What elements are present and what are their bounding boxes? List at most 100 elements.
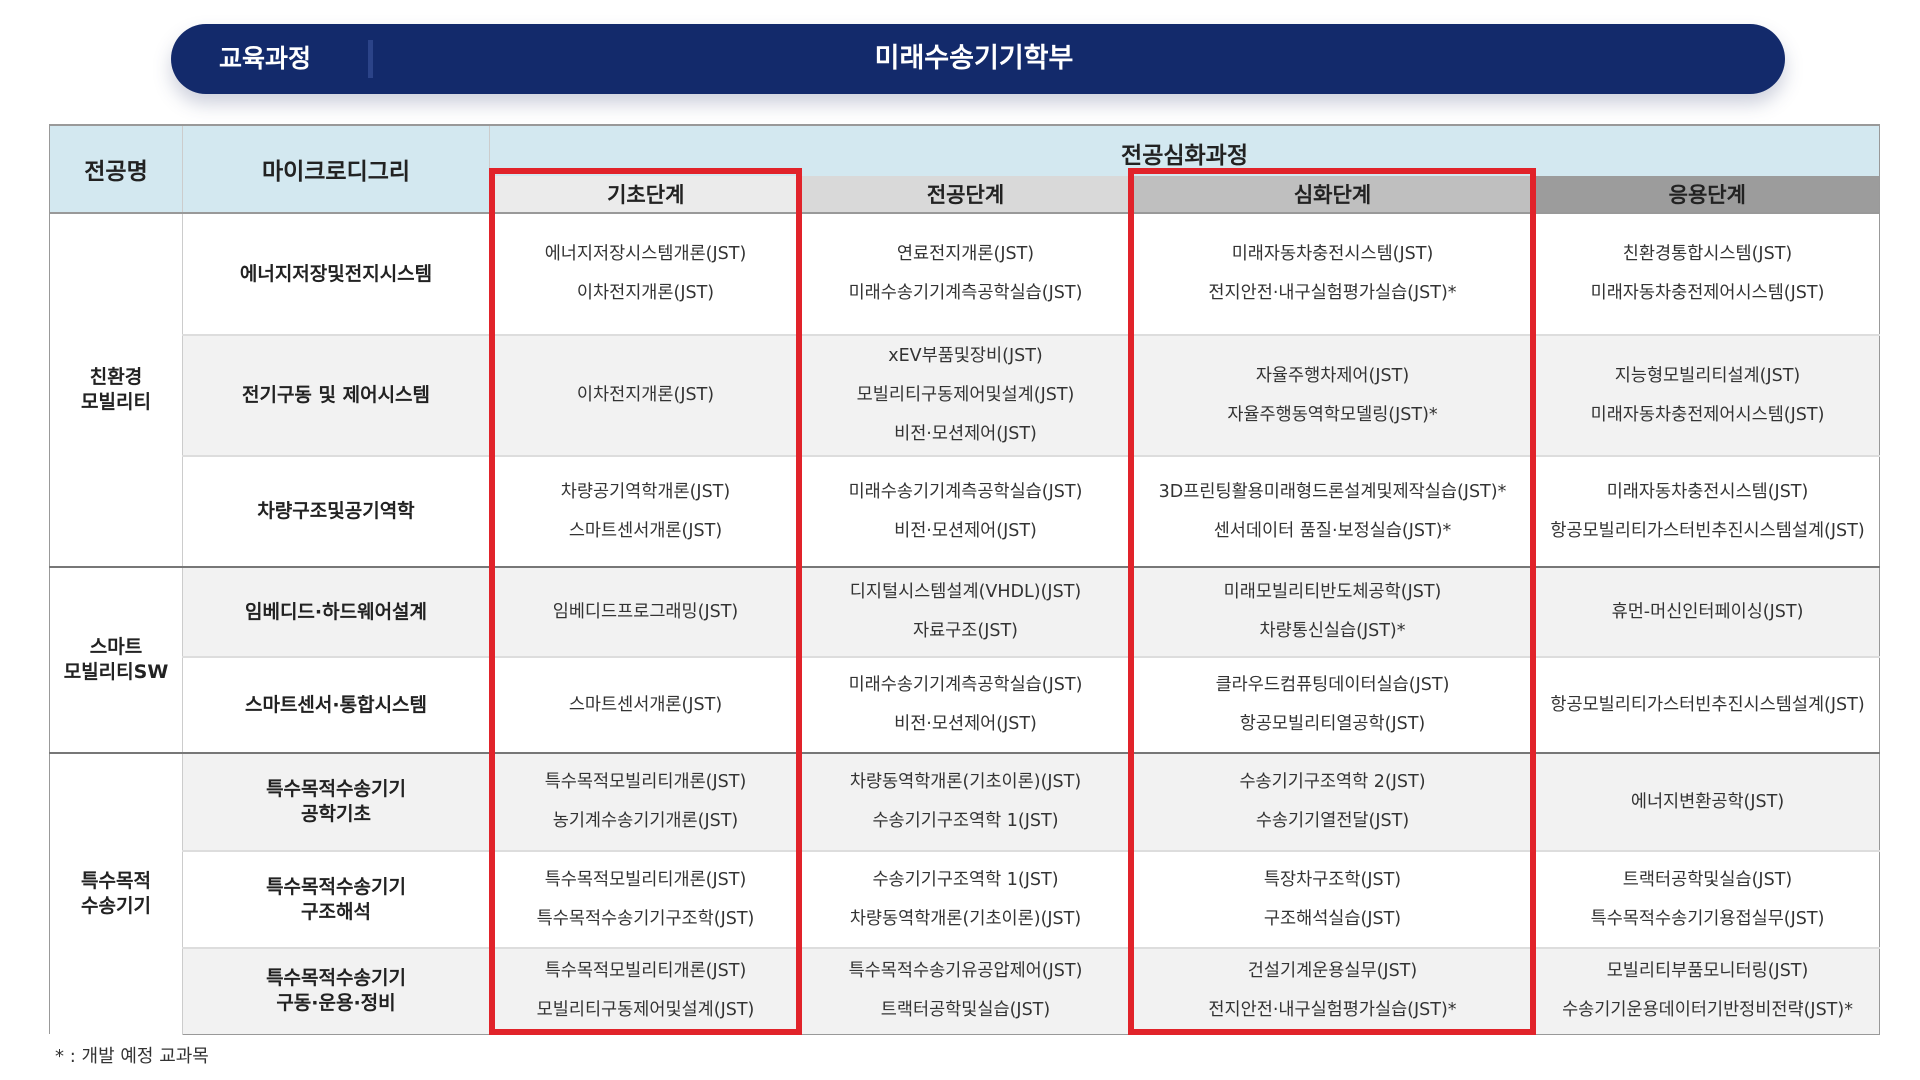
course-name: 3D프린팅활용미래형드론설계및제작실습(JST)*	[1158, 481, 1507, 502]
banner-divider	[368, 40, 373, 78]
table-row: 전기구동 및 제어시스템 이차전지개론(JST) xEV부품및장비(JST) 모빌리티…	[50, 334, 1881, 456]
course-cell: 미래수송기기계측공학실습(JST) 비전·모션제어(JST)	[801, 455, 1130, 567]
course-cell: 모빌리티부품모니터링(JST) 수송기기운용데이터기반정비전략(JST)*	[1535, 947, 1881, 1035]
course-name: 미래모빌리티반도체공학(JST)	[1223, 582, 1442, 602]
major-name-line: 특수목적	[81, 870, 151, 892]
table-row: 특수목적수송기기 구동·운용·정비 특수목적모빌리티개론(JST) 모빌리티구동제어및…	[50, 947, 1881, 1035]
course-name: 연료전지개론(JST)	[896, 244, 1035, 264]
course-name: 스마트센서개론(JST)	[568, 520, 723, 541]
course-name: 특수목적모빌리티개론(JST)	[544, 869, 747, 890]
course-name: 임베디드프로그래밍(JST)	[552, 601, 739, 622]
table-row: 차량구조및공기역학 차량공기역학개론(JST) 스마트센서개론(JST) 미래수송기기…	[50, 455, 1881, 567]
stage-major: 전공단계	[801, 176, 1130, 214]
course-name: 특수목적수송기기용접실무(JST)	[1590, 908, 1825, 929]
course-cell: 휴먼-머신인터페이싱(JST)	[1535, 566, 1881, 657]
course-name: 미래자동차충전제어시스템(JST)	[1590, 283, 1825, 303]
course-cell: 자율주행차제어(JST) 자율주행동역학모델링(JST)*	[1129, 334, 1536, 456]
course-name: 차량동역학개론(기초이론)(JST)	[849, 772, 1082, 792]
major-name-line: 모빌리티SW	[63, 661, 169, 683]
course-name: 이차전지개론(JST)	[576, 283, 715, 303]
course-name: 건설기계운용실무(JST)	[1247, 961, 1418, 982]
microdegree-line: 구동·운용·정비	[276, 992, 396, 1015]
microdegree-line: 특수목적수송기기	[266, 778, 406, 800]
course-cell: 특장차구조학(JST) 구조해석실습(JST)	[1129, 850, 1536, 948]
course-name: 특수목적모빌리티개론(JST)	[544, 772, 747, 792]
course-cell: 미래수송기기계측공학실습(JST) 비전·모션제어(JST)	[801, 656, 1130, 753]
course-name: 에너지저장시스템개론(JST)	[544, 244, 747, 264]
microdegree-line: 구조해석	[301, 900, 371, 923]
course-cell: 클라우드컴퓨팅데이터실습(JST) 항공모빌리티열공학(JST)	[1129, 656, 1536, 753]
major-name-line: 스마트	[89, 636, 143, 658]
course-name: 전지안전·내구실험평가실습(JST)*	[1208, 1000, 1457, 1021]
microdegree-line: 전기구동 및 제어시스템	[241, 384, 431, 406]
course-name: 항공모빌리티가스터빈추진시스템설계(JST)	[1550, 520, 1865, 541]
course-cell: 3D프린팅활용미래형드론설계및제작실습(JST)* 센서데이터 품질·보정실습(J…	[1129, 455, 1536, 567]
microdegree-name: 전기구동 및 제어시스템	[182, 334, 490, 456]
course-name: 수송기기구조역학 1(JST)	[872, 811, 1059, 831]
course-name: 센서데이터 품질·보정실습(JST)*	[1213, 520, 1452, 541]
course-cell: 항공모빌리티가스터빈추진시스템설계(JST)	[1535, 656, 1881, 753]
course-cell: 건설기계운용실무(JST) 전지안전·내구실험평가실습(JST)*	[1129, 947, 1536, 1035]
course-cell: 에너지변환공학(JST)	[1535, 752, 1881, 851]
course-name: 친환경통합시스템(JST)	[1622, 244, 1793, 264]
course-name: 항공모빌리티가스터빈추진시스템설계(JST)	[1550, 694, 1865, 715]
table-row: 친환경 모빌리티 에너지저장및전지시스템 에너지저장시스템개론(JST) 이차전지개론(…	[49, 212, 1881, 567]
microdegree-line: 특수목적수송기기	[266, 875, 406, 898]
course-name: 특장차구조학(JST)	[1263, 869, 1402, 890]
course-name: 모빌리티구동제어및설계(JST)	[536, 1000, 755, 1021]
course-name: 차량공기역학개론(JST)	[560, 481, 731, 502]
course-cell: 에너지저장시스템개론(JST) 이차전지개론(JST)	[489, 212, 802, 335]
course-name: xEV부품및장비(JST)	[888, 346, 1043, 366]
course-name: 구조해석실습(JST)	[1263, 908, 1402, 929]
course-cell: 지능형모빌리티설계(JST) 미래자동차충전제어시스템(JST)	[1535, 334, 1881, 456]
course-name: 차량동역학개론(기초이론)(JST)	[849, 908, 1082, 929]
course-name: 에너지변환공학(JST)	[1630, 791, 1785, 812]
course-cell: 디지털시스템설계(VHDL)(JST) 자료구조(JST)	[801, 566, 1130, 657]
major-name: 특수목적 수송기기	[49, 752, 183, 1034]
course-name: 비전·모션제어(JST)	[894, 714, 1037, 734]
course-name: 특수목적수송기기구조학(JST)	[536, 908, 755, 929]
course-name: 미래수송기기계측공학실습(JST)	[848, 481, 1083, 502]
course-name: 자율주행차제어(JST)	[1255, 365, 1410, 386]
microdegree-name: 특수목적수송기기 구동·운용·정비	[182, 947, 490, 1035]
major-name-line: 친환경	[89, 366, 143, 388]
microdegree-line: 공학기초	[301, 803, 371, 825]
course-cell: 친환경통합시스템(JST) 미래자동차충전제어시스템(JST)	[1535, 212, 1881, 335]
course-cell: 미래자동차충전시스템(JST) 항공모빌리티가스터빈추진시스템설계(JST)	[1535, 455, 1881, 567]
table-row: 스마트센서·통합시스템 스마트센서개론(JST) 미래수송기기계측공학실습(JST)…	[50, 656, 1881, 753]
course-name: 미래자동차충전시스템(JST)	[1231, 244, 1434, 264]
course-name: 지능형모빌리티설계(JST)	[1614, 365, 1801, 386]
course-name: 모빌리티구동제어및설계(JST)	[856, 385, 1075, 405]
course-cell: 수송기기구조역학 2(JST) 수송기기열전달(JST)	[1129, 752, 1536, 851]
course-name: 자료구조(JST)	[912, 621, 1018, 641]
microdegree-name: 차량구조및공기역학	[182, 455, 490, 567]
header-banner: 교육과정 미래수송기기학부	[171, 24, 1785, 94]
course-cell: 차량동역학개론(기초이론)(JST) 수송기기구조역학 1(JST)	[801, 752, 1130, 851]
header-advanced: 전공심화과정	[489, 124, 1881, 176]
microdegree-name: 에너지저장및전지시스템	[182, 212, 490, 335]
course-cell: 미래자동차충전시스템(JST) 전지안전·내구실험평가실습(JST)*	[1129, 212, 1536, 335]
course-name: 차량통신실습(JST)*	[1259, 621, 1406, 641]
course-cell: 이차전지개론(JST)	[489, 334, 802, 456]
course-cell: 스마트센서개론(JST)	[489, 656, 802, 753]
microdegree-line: 차량구조및공기역학	[257, 500, 415, 522]
course-cell: 수송기기구조역학 1(JST) 차량동역학개론(기초이론)(JST)	[801, 850, 1130, 948]
course-cell: 트랙터공학및실습(JST) 특수목적수송기기용접실무(JST)	[1535, 850, 1881, 948]
course-name: 디지털시스템설계(VHDL)(JST)	[849, 582, 1082, 602]
microdegree-line: 임베디드·하드웨어설계	[244, 600, 428, 623]
course-name: 수송기기구조역학 1(JST)	[872, 869, 1059, 890]
banner-title: 미래수송기기학부	[874, 43, 1074, 74]
header-major: 전공명	[49, 124, 183, 214]
footnote: * : 개발 예정 교과목	[55, 1046, 209, 1067]
course-name: 미래자동차충전시스템(JST)	[1606, 481, 1809, 502]
stage-advanced: 심화단계	[1129, 176, 1536, 214]
course-name: 농기계수송기기개론(JST)	[552, 811, 739, 831]
course-cell: 미래모빌리티반도체공학(JST) 차량통신실습(JST)*	[1129, 566, 1536, 657]
course-name: 트랙터공학및실습(JST)	[880, 1000, 1051, 1021]
stage-applied: 응용단계	[1535, 176, 1881, 214]
major-name-line: 모빌리티	[81, 391, 151, 413]
course-name: 미래수송기기계측공학실습(JST)	[848, 283, 1083, 303]
